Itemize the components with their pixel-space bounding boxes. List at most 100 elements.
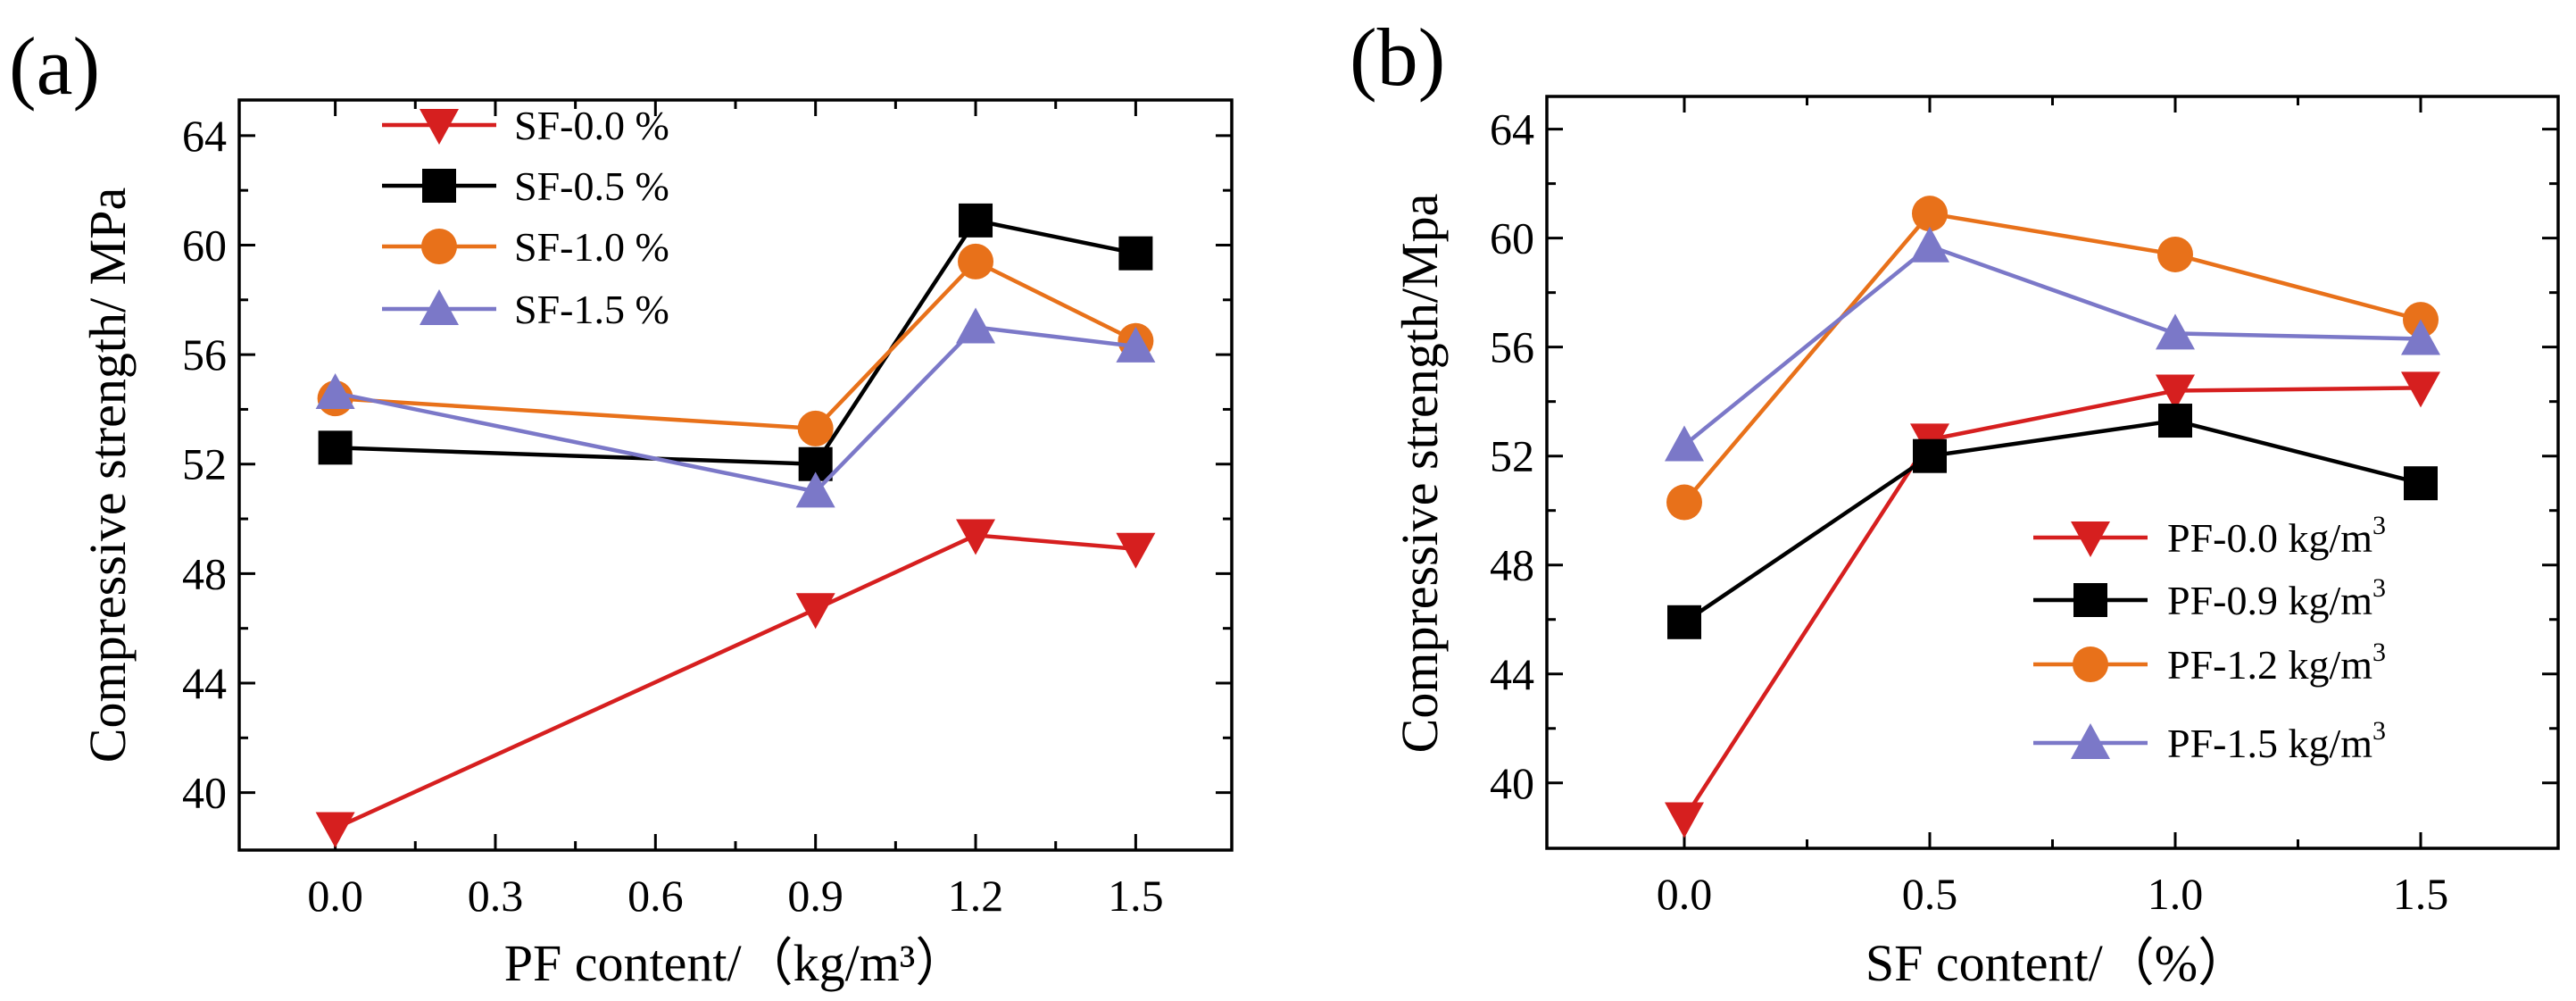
panel-b-legend-entry: PF-0.0 kg/m3	[2033, 511, 2386, 561]
panel-b-data-point	[2158, 404, 2192, 438]
panel-b-data-point	[2157, 236, 2193, 272]
panel-a-y-axis-title: Compressive strength/ MPa	[79, 188, 137, 763]
panel-a-series-line	[335, 325, 1136, 494]
panel-a-x-tick-label: 1.5	[1108, 871, 1164, 921]
panel-a-data-point	[795, 471, 835, 508]
panel-b-x-tick-label: 1.5	[2393, 869, 2449, 919]
panel-a-legend-label: SF-0.5 %	[514, 163, 669, 209]
panel-b-x-tick-label: 1.0	[2148, 869, 2204, 919]
panel-b-chart: 0.0 0.5 1.0 1.5 40 44 48 52 56 60 64 (b) Compressive…	[1350, 12, 2560, 992]
panel-b-data-point	[1665, 425, 1704, 462]
panel-a-y-tick-label: 60	[182, 220, 227, 270]
panel-b-series-4	[1665, 226, 2440, 462]
panel-b-legend-superscript: 3	[2372, 573, 2386, 603]
panel-a-legend-label: SF-0.0 %	[514, 103, 669, 148]
panel-b-data-point	[1910, 226, 1949, 263]
panel-a-x-tick-label: 0.6	[627, 871, 684, 921]
panel-a-data-point	[795, 593, 835, 630]
panel-a-label: (a)	[9, 21, 100, 112]
panel-a-x-tick-label: 0.0	[307, 871, 363, 921]
panel-b-legend-marker	[2071, 521, 2110, 557]
panel-b-legend-entry: PF-1.2 kg/m3	[2033, 638, 2386, 688]
panel-b-series-3	[1666, 196, 2439, 521]
panel-a-data-point	[959, 203, 993, 238]
panel-a-series-line	[335, 259, 1137, 431]
panel-a-series-1	[315, 519, 1156, 848]
panel-b-legend: PF-0.0 kg/m3 PF-0.9 kg/m3 PF-1.2 kg/m3 PF-1…	[2033, 511, 2386, 766]
panel-b-legend-label: PF-0.9 kg/m3	[2167, 573, 2386, 623]
panel-b-x-axis-title: SF content/（%）	[1866, 934, 2249, 992]
panel-b-series-line	[1683, 211, 2422, 505]
panel-b-y-tick-label: 56	[1490, 322, 1534, 372]
panel-b-legend-entry: PF-1.5 kg/m3	[2033, 716, 2386, 766]
panel-b-series-line	[1683, 244, 2422, 447]
panel-a-legend-label: SF-1.5 %	[514, 287, 669, 332]
panel-a-legend-entry: SF-1.0 %	[382, 224, 669, 270]
panel-a-x-tick-label: 1.2	[948, 871, 1004, 921]
panel-a-y-tick-label: 64	[182, 111, 227, 161]
panel-b-data-point	[2401, 319, 2440, 355]
panel-b-data-point	[1667, 605, 1701, 639]
panel-a-legend-marker	[420, 289, 459, 325]
panel-a-legend-marker	[421, 229, 457, 264]
panel-b-legend-superscript: 3	[2372, 638, 2386, 667]
panel-b-data-point	[2404, 466, 2438, 501]
panel-a-data-point	[315, 373, 355, 410]
panel-b-legend-label: PF-1.2 kg/m3	[2167, 638, 2386, 688]
panel-b-legend-entry: PF-0.9 kg/m3	[2033, 573, 2386, 623]
panel-a-y-tick-label: 44	[182, 658, 227, 708]
panel-b-data-point	[2401, 371, 2440, 408]
panel-a-data-point	[1116, 326, 1156, 363]
panel-b-y-tick-label: 64	[1490, 104, 1534, 154]
panel-b-series-line	[1683, 386, 2422, 820]
panel-a-series-line	[334, 533, 1136, 830]
panel-b-data-point	[1913, 438, 1947, 473]
panel-a-series-line	[335, 218, 1136, 466]
panel-a-legend-marker	[422, 169, 456, 203]
panel-b-legend-marker	[2073, 646, 2108, 682]
panel-a-data-point	[315, 812, 355, 848]
panel-b-y-tick-label: 40	[1490, 758, 1534, 808]
panel-a-data-point	[797, 410, 834, 446]
panel-a-legend-entry: SF-0.5 %	[382, 163, 669, 209]
panel-a-series-4	[315, 307, 1156, 508]
panel-b-data-point	[1666, 484, 1702, 521]
panel-a-y-tick-label: 40	[182, 768, 227, 818]
panel-a-legend-entry: SF-1.5 %	[382, 287, 669, 332]
panel-b-legend-label: PF-0.0 kg/m3	[2167, 511, 2386, 561]
panel-a-y-tick-label: 52	[182, 439, 227, 489]
panel-a-legend-entry: SF-0.0 %	[382, 103, 669, 148]
panel-a-x-tick-label: 0.9	[787, 871, 843, 921]
panel-a-data-point	[956, 519, 996, 555]
panel-a-legend-label: SF-1.0 %	[514, 224, 669, 270]
panel-a-data-point	[1118, 236, 1153, 271]
panel-b-x-tick-label: 0.5	[1902, 869, 1958, 919]
panel-b-y-tick-label: 48	[1490, 540, 1534, 590]
panel-b-data-point	[1665, 802, 1704, 838]
panel-b-data-point	[2156, 313, 2195, 350]
panel-b-x-tick-label: 0.0	[1657, 869, 1713, 919]
panel-b-series-2	[1667, 404, 2438, 639]
panel-a-data-point	[956, 307, 996, 344]
panel-a-x-axis-title: PF content/（kg/m³）	[504, 934, 967, 992]
panel-b-legend-marker	[2071, 723, 2110, 759]
panel-b-legend-superscript: 3	[2372, 511, 2386, 540]
panel-a-legend: SF-0.0 % SF-0.5 % SF-1.0 % SF-1.5 %	[382, 103, 669, 332]
panel-a-data-point	[1116, 532, 1156, 569]
panel-a-y-tick-label: 56	[182, 329, 227, 380]
panel-b-legend-marker	[2073, 583, 2107, 617]
panel-a-data-point	[318, 430, 353, 465]
panel-a-data-point	[958, 243, 994, 279]
panel-b-y-tick-label: 52	[1490, 431, 1534, 481]
panel-b-y-tick-label: 44	[1490, 649, 1534, 699]
panel-b-y-axis-title: Compressive strength/Mpa	[1391, 194, 1449, 754]
panel-b-data-point	[1912, 196, 1948, 232]
panel-b-label: (b)	[1350, 12, 1445, 103]
panel-b-legend-superscript: 3	[2372, 716, 2386, 746]
panel-a-x-tick-label: 0.3	[468, 871, 524, 921]
panel-a-legend-marker	[420, 109, 459, 145]
panel-a-y-tick-label: 48	[182, 548, 227, 598]
panel-b-y-tick-label: 60	[1490, 213, 1534, 263]
panel-b-data-point	[2156, 374, 2195, 411]
